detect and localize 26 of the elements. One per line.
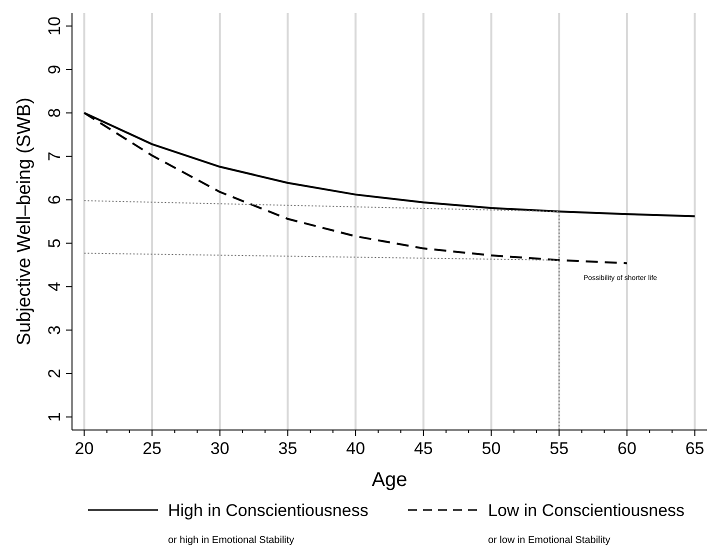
text: or high in Emotional Stability: [168, 535, 294, 546]
y-tick-label: 1: [45, 412, 64, 422]
x-tick-label: 45: [414, 439, 433, 458]
y-tick-label: 8: [45, 108, 64, 118]
x-tick-label: 50: [482, 439, 501, 458]
x-tick-label: 20: [74, 439, 94, 458]
y-tick-label: 6: [45, 195, 64, 205]
x-tick-label: 65: [685, 439, 704, 458]
x-tick-label: 30: [210, 439, 230, 458]
y-tick-label: 4: [45, 282, 64, 292]
x-tick-label: 55: [550, 439, 569, 458]
legend-label: High in Conscientiousness: [168, 501, 368, 520]
y-tick-label: 9: [45, 64, 64, 74]
x-tick-label: 40: [346, 439, 366, 458]
y-tick-label: 2: [45, 368, 64, 378]
text: or low in Emotional Stability: [488, 535, 610, 546]
x-axis-title: Age: [372, 469, 408, 491]
y-tick-label: 10: [45, 16, 64, 36]
y-tick-label: 5: [45, 238, 64, 248]
x-tick-label: 25: [142, 439, 162, 458]
x-tick-label: 35: [278, 439, 298, 458]
y-axis-title: Subjective Well–being (SWB): [14, 98, 35, 346]
x-tick-label: 60: [617, 439, 636, 458]
legend-label: Low in Conscientiousness: [488, 501, 685, 520]
y-tick-label: 3: [45, 325, 64, 335]
y-tick-label: 7: [45, 152, 64, 162]
